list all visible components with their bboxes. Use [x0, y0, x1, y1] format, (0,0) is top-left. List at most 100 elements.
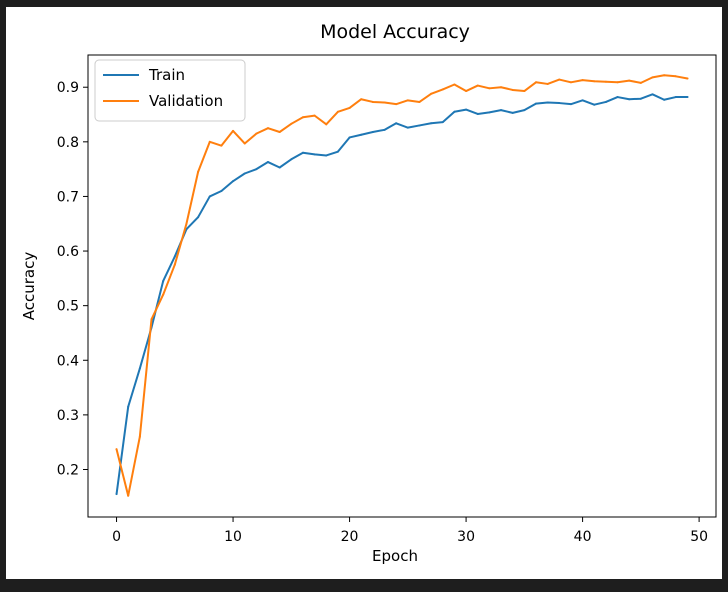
x-tick-label: 50: [690, 529, 708, 545]
data-point-train: [232, 180, 235, 183]
data-point-validation: [232, 129, 235, 132]
data-point-train: [197, 216, 200, 219]
data-point-train: [406, 126, 409, 129]
data-point-validation: [208, 140, 211, 143]
data-point-train: [616, 96, 619, 99]
data-point-train: [173, 255, 176, 258]
data-point-validation: [441, 88, 444, 91]
data-point-validation: [453, 83, 456, 86]
data-point-train: [278, 166, 281, 169]
legend-label-train: Train: [148, 66, 185, 84]
data-point-validation: [150, 318, 153, 321]
data-point-validation: [569, 81, 572, 84]
data-point-train: [418, 124, 421, 127]
data-point-validation: [348, 106, 351, 109]
legend-label-validation: Validation: [149, 92, 223, 110]
data-point-train: [127, 405, 130, 408]
data-point-train: [360, 133, 363, 136]
data-point-train: [674, 96, 677, 99]
data-point-validation: [127, 494, 130, 497]
data-point-validation: [173, 263, 176, 266]
x-tick-label: 30: [457, 529, 475, 545]
data-point-validation: [488, 87, 491, 90]
data-point-validation: [686, 77, 689, 80]
data-point-validation: [476, 84, 479, 87]
data-point-train: [162, 280, 165, 283]
data-point-validation: [220, 144, 223, 147]
data-point-train: [325, 154, 328, 157]
data-point-train: [488, 111, 491, 114]
data-point-train: [220, 189, 223, 192]
data-point-validation: [313, 114, 316, 117]
x-tick-label: 20: [341, 529, 359, 545]
data-point-train: [115, 493, 118, 496]
data-point-validation: [278, 131, 281, 133]
data-point-train: [453, 110, 456, 113]
data-point-validation: [406, 99, 409, 102]
data-point-validation: [628, 79, 631, 82]
data-point-train: [651, 93, 654, 96]
data-point-validation: [371, 100, 374, 103]
data-point-train: [476, 112, 479, 115]
data-point-validation: [663, 74, 666, 77]
data-point-train: [371, 131, 374, 133]
data-point-validation: [162, 293, 165, 296]
data-point-train: [686, 96, 689, 99]
series-layer: [115, 74, 689, 497]
data-point-validation: [138, 435, 141, 438]
data-point-validation: [383, 101, 386, 104]
data-point-train: [639, 97, 642, 100]
data-point-train: [348, 136, 351, 139]
data-point-validation: [674, 75, 677, 78]
data-point-validation: [511, 88, 514, 91]
data-point-validation: [604, 80, 607, 83]
y-tick-label: 0.4: [57, 353, 79, 369]
data-point-validation: [197, 170, 200, 173]
data-point-train: [534, 102, 537, 105]
data-point-validation: [325, 123, 328, 126]
data-point-validation: [534, 81, 537, 84]
data-point-validation: [185, 222, 188, 225]
y-tick-label: 0.3: [57, 408, 79, 424]
data-point-validation: [593, 80, 596, 83]
accuracy-line-chart: Model Accuracy 0 10 20 30 40 50 0.20.30.40.50…: [20, 21, 717, 565]
data-point-validation: [639, 81, 642, 84]
y-axis-label: Accuracy: [20, 252, 38, 321]
data-point-train: [336, 150, 339, 153]
data-point-validation: [395, 103, 398, 106]
data-point-validation: [616, 81, 619, 84]
series-line-train: [115, 93, 689, 496]
data-point-train: [208, 195, 211, 198]
y-tick-label: 0.9: [57, 80, 79, 96]
data-point-train: [395, 122, 398, 125]
data-point-train: [663, 98, 666, 101]
data-point-train: [267, 161, 270, 164]
data-point-validation: [243, 142, 246, 145]
data-point-train: [511, 111, 514, 114]
data-point-train: [465, 108, 468, 111]
series-line-validation: [115, 74, 689, 497]
data-point-train: [604, 100, 607, 103]
data-point-validation: [255, 132, 258, 135]
y-tick-label: 0.6: [57, 244, 79, 260]
data-point-validation: [523, 90, 526, 93]
x-tick-label: 40: [574, 529, 592, 545]
data-point-train: [441, 121, 444, 124]
data-point-train: [138, 367, 141, 370]
data-point-train: [500, 109, 503, 112]
data-point-validation: [500, 86, 503, 89]
data-point-train: [546, 101, 549, 104]
data-point-validation: [651, 76, 654, 79]
data-point-train: [593, 103, 596, 106]
data-point-train: [301, 151, 304, 154]
y-tick-label: 0.2: [57, 462, 79, 478]
data-point-train: [523, 109, 526, 112]
data-point-train: [290, 158, 293, 161]
x-tick-label: 0: [112, 529, 121, 545]
data-point-validation: [336, 110, 339, 113]
data-point-validation: [430, 92, 433, 95]
data-point-train: [243, 172, 246, 175]
data-point-train: [628, 98, 631, 101]
data-point-train: [313, 153, 316, 156]
data-point-validation: [360, 98, 363, 101]
